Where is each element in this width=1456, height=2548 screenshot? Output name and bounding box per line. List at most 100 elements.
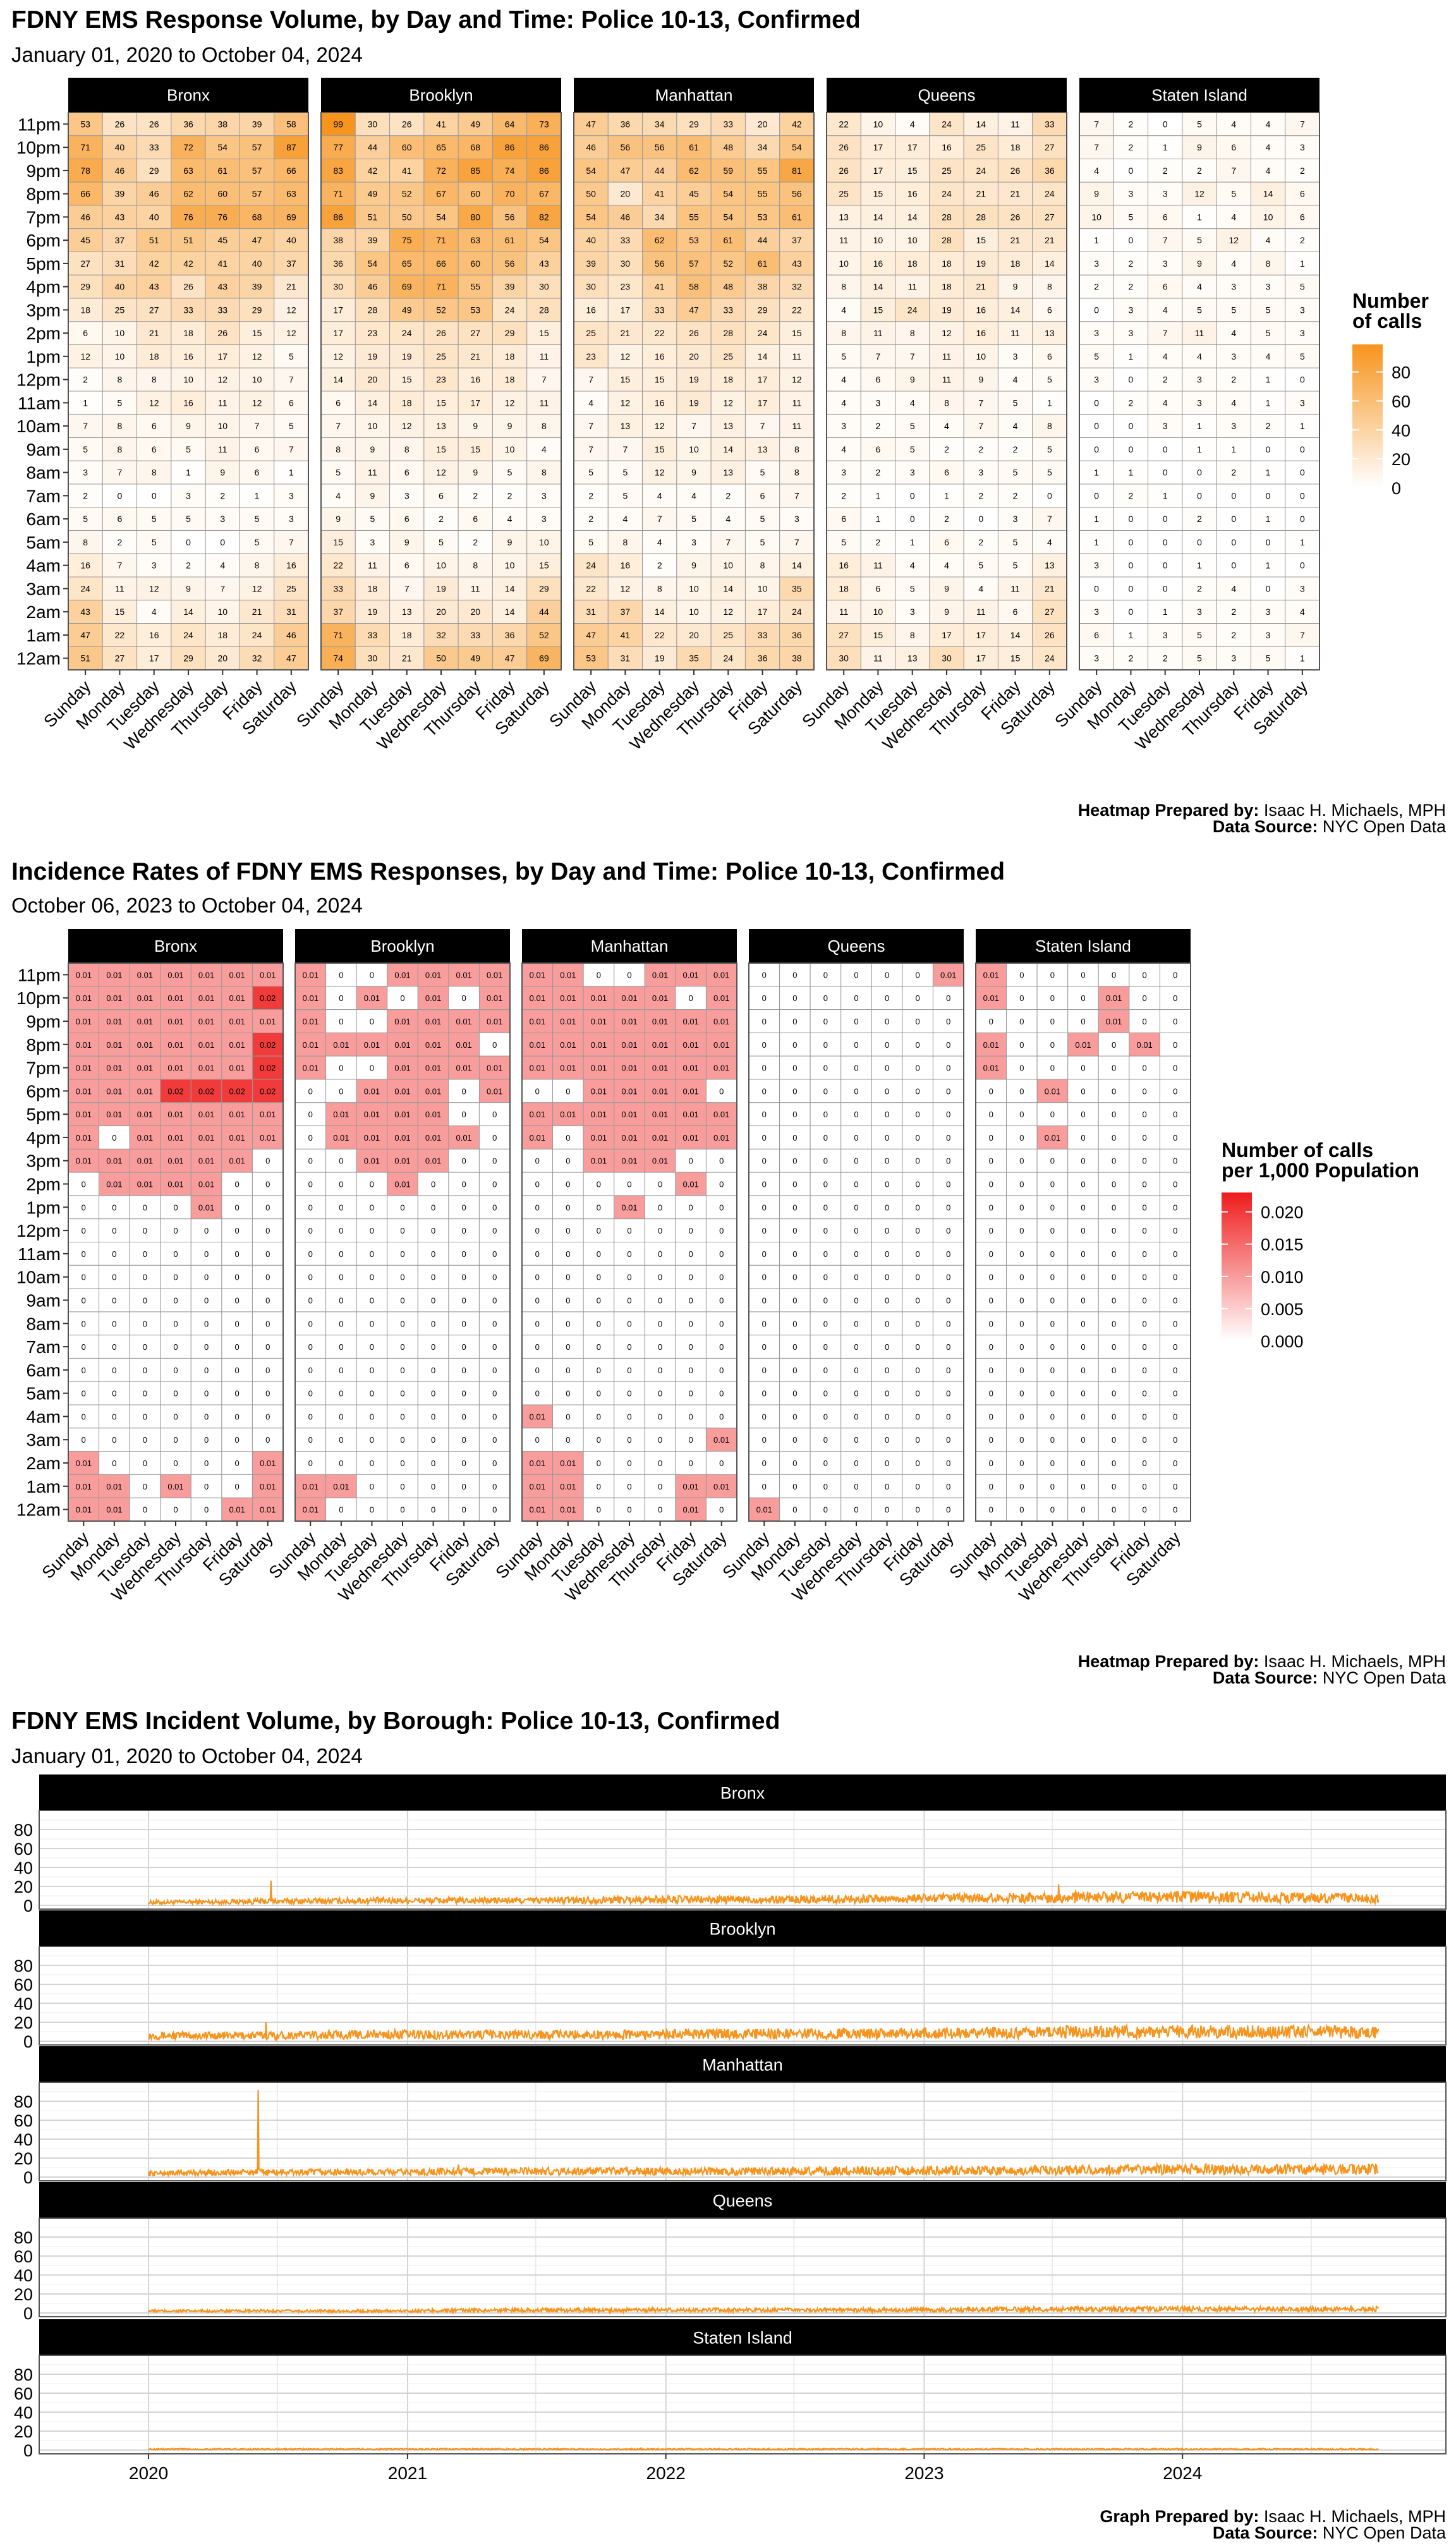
heatmap-cell bbox=[1079, 576, 1114, 601]
cell-value: 0 bbox=[1143, 1180, 1147, 1189]
cell-value: 12 bbox=[1228, 235, 1239, 245]
cell-value: 0 bbox=[792, 1412, 797, 1421]
cell-value: 10 bbox=[368, 421, 378, 431]
heatmap-cell bbox=[526, 367, 562, 392]
cell-value: 0 bbox=[719, 1389, 724, 1398]
cell-value: 0 bbox=[535, 1156, 540, 1166]
cell-value: 0 bbox=[689, 1249, 693, 1259]
heatmap-cell bbox=[963, 600, 998, 624]
cell-value: 3 bbox=[186, 490, 191, 500]
cell-value: 0 bbox=[762, 1412, 767, 1421]
heatmap-cell bbox=[1216, 228, 1251, 252]
heatmap-cell bbox=[779, 553, 815, 578]
heatmap-cell bbox=[895, 414, 930, 438]
y-tick-label: 20 bbox=[14, 1878, 33, 1896]
cell-value: 0.01 bbox=[530, 1412, 545, 1421]
heatmap-cell bbox=[458, 112, 493, 136]
cell-value: 6 bbox=[404, 561, 410, 571]
y-tick-label: 20 bbox=[14, 2149, 33, 2168]
cell-value: 0.01 bbox=[652, 1086, 668, 1096]
cell-value: 47 bbox=[252, 235, 262, 245]
cell-value: 19 bbox=[689, 397, 699, 408]
cell-value: 53 bbox=[586, 653, 596, 664]
heatmap-cell bbox=[1285, 391, 1320, 415]
cell-value: 43 bbox=[217, 282, 228, 292]
cell-value: 0 bbox=[535, 1180, 540, 1189]
cell-value: 1 bbox=[910, 537, 915, 547]
heatmap-cell bbox=[99, 1195, 130, 1220]
cell-value: 0 bbox=[431, 1273, 435, 1282]
cell-value: 0 bbox=[597, 1366, 601, 1375]
series-line bbox=[147, 2089, 1379, 2178]
heatmap-cell bbox=[1032, 600, 1067, 624]
cell-value: 0.01 bbox=[530, 993, 545, 1003]
cell-value: 0 bbox=[566, 1226, 570, 1235]
heatmap-cell bbox=[417, 1102, 449, 1127]
cell-value: 10 bbox=[217, 607, 228, 617]
heatmap-cell bbox=[710, 646, 746, 670]
heatmap-cell bbox=[136, 298, 172, 322]
cell-value: 0 bbox=[1112, 1133, 1116, 1143]
heatmap-rates-credit: Heatmap Prepared by: Isaac H. Michaels, … bbox=[1078, 1652, 1447, 1687]
y-tick-label: 7pm bbox=[27, 207, 61, 227]
cell-value: 2 bbox=[1129, 397, 1134, 408]
cell-value: 11 bbox=[907, 282, 917, 292]
cell-value: 0 bbox=[597, 1226, 601, 1235]
cell-value: 56 bbox=[621, 142, 631, 152]
cell-value: 5 bbox=[1047, 468, 1052, 478]
heatmap-cell bbox=[526, 507, 562, 531]
heatmap-cell bbox=[325, 1032, 357, 1057]
cell-value: 2 bbox=[1266, 421, 1271, 431]
cell-value: 0 bbox=[946, 1017, 950, 1026]
cell-value: 0 bbox=[910, 490, 915, 500]
heatmap-cell bbox=[221, 1102, 253, 1127]
y-tick-label: 5am bbox=[27, 533, 61, 552]
cell-value: 0 bbox=[235, 1435, 240, 1445]
cell-value: 0.01 bbox=[621, 1040, 637, 1050]
cell-value: 38 bbox=[333, 235, 343, 245]
cell-value: 2 bbox=[1300, 235, 1305, 245]
cell-value: 0.01 bbox=[560, 1064, 576, 1073]
cell-value: 0 bbox=[627, 1319, 631, 1328]
cell-value: 5 bbox=[1266, 305, 1271, 315]
heatmap-cell bbox=[294, 1079, 327, 1103]
heatmap-cell bbox=[526, 460, 562, 485]
legend-tick-label: 0.000 bbox=[1261, 1332, 1304, 1351]
heatmap-cell bbox=[573, 321, 609, 345]
cell-value: 0 bbox=[308, 1156, 313, 1166]
cell-value: 0.01 bbox=[394, 1156, 410, 1166]
cell-value: 0.01 bbox=[260, 970, 276, 980]
cell-value: 0.01 bbox=[303, 1040, 318, 1050]
cell-value: 0 bbox=[792, 993, 797, 1003]
y-tick-label: 0 bbox=[23, 2304, 33, 2323]
cell-value: 49 bbox=[470, 119, 480, 129]
cell-value: 40 bbox=[115, 142, 125, 152]
heatmap-cell bbox=[895, 181, 930, 206]
cell-value: 68 bbox=[470, 142, 480, 152]
heatmap-cell bbox=[252, 1195, 284, 1220]
cell-value: 0.01 bbox=[682, 1040, 698, 1050]
heatmap-cell bbox=[190, 1032, 222, 1057]
cell-value: 0 bbox=[1266, 490, 1271, 500]
heatmap-cell bbox=[997, 135, 1033, 159]
cell-value: 0 bbox=[689, 1319, 693, 1328]
cell-value: 0 bbox=[762, 1319, 767, 1328]
cell-value: 0.01 bbox=[560, 1110, 576, 1119]
heatmap-cell bbox=[1285, 507, 1320, 531]
credit-author: Isaac H. Michaels, MPH bbox=[1264, 801, 1446, 820]
cell-value: 0 bbox=[339, 1366, 343, 1375]
heatmap-cell bbox=[826, 252, 861, 276]
heatmap-cell bbox=[963, 367, 998, 392]
cell-value: 24 bbox=[942, 189, 952, 199]
cell-value: 15 bbox=[436, 444, 446, 454]
cell-value: 0 bbox=[854, 1180, 858, 1189]
cell-value: 9 bbox=[1197, 142, 1202, 152]
cell-value: 28 bbox=[368, 305, 378, 315]
cell-value: 12 bbox=[621, 583, 631, 593]
cell-value: 24 bbox=[723, 653, 733, 664]
cell-value: 18 bbox=[505, 375, 515, 385]
cell-value: 0 bbox=[143, 1249, 147, 1259]
cell-value: 0 bbox=[1266, 583, 1271, 593]
heatmap-cell bbox=[1079, 553, 1114, 578]
heatmap-cell bbox=[997, 391, 1033, 415]
